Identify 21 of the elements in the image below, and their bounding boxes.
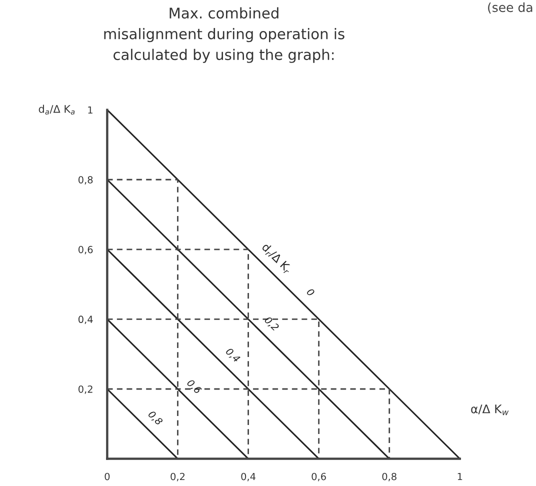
x-tick-label: 0,2 — [170, 472, 184, 482]
y-tick-label: 1 — [88, 106, 92, 114]
x-tick-label: 0,8 — [382, 472, 396, 482]
annotation: d$_{r}$/Δ K$_{r}$ — [260, 242, 294, 275]
text: 0,6 — [186, 378, 202, 395]
text: 0,4 — [224, 347, 241, 364]
x-tick-label: 0 — [104, 472, 110, 480]
y-tick-label: 0,2 — [78, 385, 92, 394]
chart-title: Max. combined misalignment during operation is calculated by using the graph: — [104, 7, 344, 63]
y-axis-title: d$_{a}$/Δ K$_{a}$ — [38, 104, 75, 115]
y-tick-label: 0,6 — [78, 246, 93, 254]
x-tick-label: 0,6 — [312, 472, 326, 482]
text: (see da — [488, 2, 532, 14]
text: 0,8 — [147, 410, 164, 426]
x-tick-label: 0,4 — [241, 472, 256, 482]
x-axis-title: α/Δ K$_{w}$ — [471, 404, 509, 416]
text: 0 — [306, 288, 316, 297]
x-tick-label: 1 — [458, 472, 462, 480]
text: 0,2 — [263, 316, 280, 332]
y-tick-label: 0,4 — [78, 316, 93, 324]
y-tick-label: 0,8 — [78, 176, 93, 184]
